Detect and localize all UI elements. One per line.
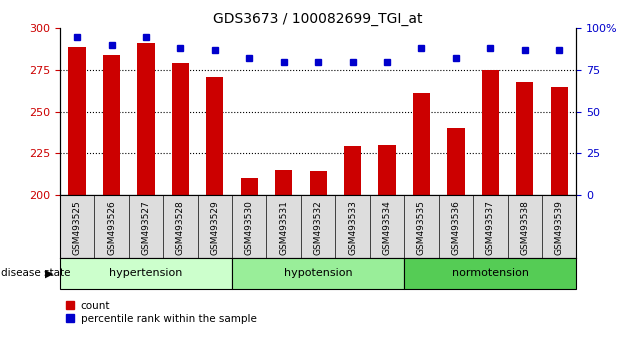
Bar	[447, 128, 464, 195]
Text: GSM493533: GSM493533	[348, 200, 357, 255]
Text: GSM493526: GSM493526	[107, 200, 116, 255]
Bar	[69, 47, 86, 195]
Text: hypertension: hypertension	[109, 268, 183, 279]
Text: GSM493536: GSM493536	[452, 200, 461, 255]
Bar	[379, 145, 396, 195]
Bar	[275, 170, 292, 195]
Bar	[551, 86, 568, 195]
Text: ▶: ▶	[45, 268, 54, 279]
Text: GSM493538: GSM493538	[520, 200, 529, 255]
Text: hypotension: hypotension	[284, 268, 352, 279]
Text: GSM493531: GSM493531	[279, 200, 288, 255]
Text: GSM493537: GSM493537	[486, 200, 495, 255]
Bar	[172, 63, 189, 195]
Text: GSM493534: GSM493534	[382, 200, 391, 255]
Bar	[344, 147, 361, 195]
Bar	[413, 93, 430, 195]
Bar	[206, 76, 224, 195]
Bar	[103, 55, 120, 195]
Legend: count, percentile rank within the sample: count, percentile rank within the sample	[65, 301, 256, 324]
FancyBboxPatch shape	[404, 258, 576, 289]
Text: GSM493532: GSM493532	[314, 200, 323, 255]
Title: GDS3673 / 100082699_TGI_at: GDS3673 / 100082699_TGI_at	[214, 12, 423, 26]
Text: GSM493535: GSM493535	[417, 200, 426, 255]
Text: GSM493530: GSM493530	[245, 200, 254, 255]
Bar	[241, 178, 258, 195]
FancyBboxPatch shape	[60, 258, 232, 289]
Text: normotension: normotension	[452, 268, 529, 279]
Text: GSM493525: GSM493525	[72, 200, 81, 255]
Text: GSM493527: GSM493527	[142, 200, 151, 255]
Bar	[516, 81, 534, 195]
Bar	[309, 171, 327, 195]
Text: GSM493539: GSM493539	[555, 200, 564, 255]
Text: disease state: disease state	[1, 268, 70, 279]
Text: GSM493528: GSM493528	[176, 200, 185, 255]
Bar	[137, 43, 154, 195]
Text: GSM493529: GSM493529	[210, 200, 219, 255]
FancyBboxPatch shape	[232, 258, 404, 289]
Bar	[482, 70, 499, 195]
